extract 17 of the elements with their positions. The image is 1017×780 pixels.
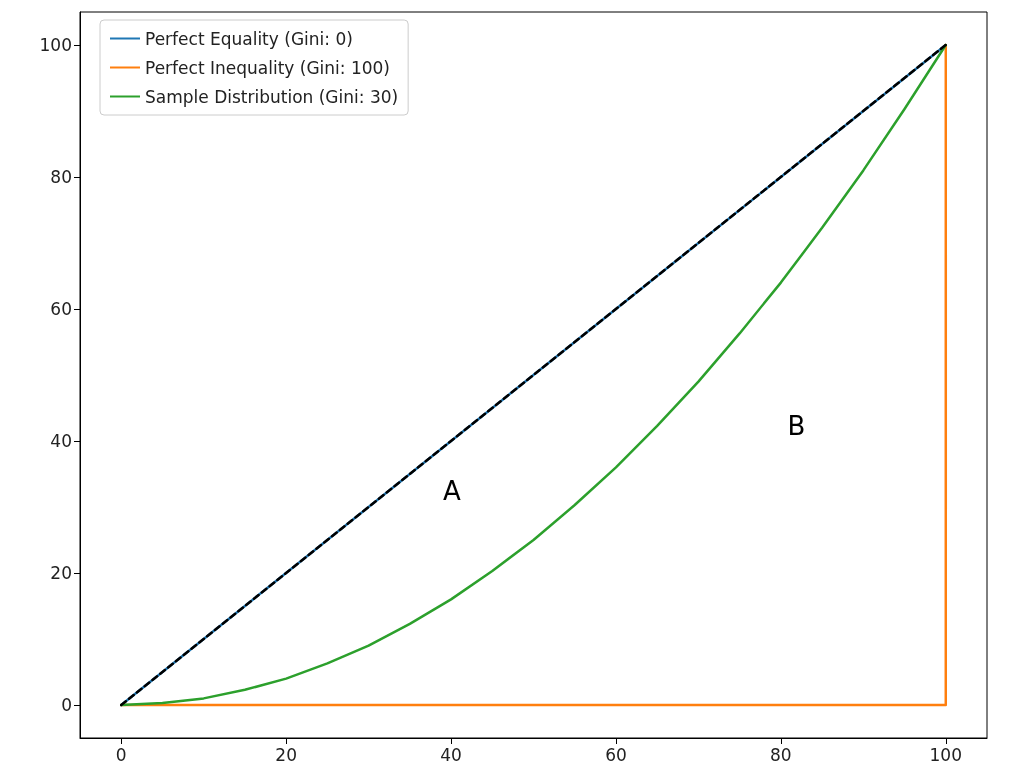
x-tick-label: 100 bbox=[929, 744, 962, 765]
x-tick-label: 20 bbox=[275, 744, 297, 765]
y-tick-label: 0 bbox=[61, 695, 72, 715]
annotation: A bbox=[442, 476, 461, 507]
legend-label: Sample Distribution (Gini: 30) bbox=[145, 86, 399, 107]
x-tick-label: 60 bbox=[605, 744, 627, 765]
legend-label: Perfect Inequality (Gini: 100) bbox=[145, 57, 390, 78]
y-tick-label: 40 bbox=[50, 431, 72, 451]
legend-label: Perfect Equality (Gini: 0) bbox=[145, 28, 353, 49]
y-tick-label: 20 bbox=[50, 563, 72, 583]
x-tick-label: 0 bbox=[115, 744, 127, 765]
y-tick-label: 60 bbox=[50, 299, 72, 319]
x-tick-label: 80 bbox=[770, 744, 792, 765]
y-tick-label: 80 bbox=[50, 167, 72, 187]
annotation: B bbox=[787, 410, 806, 441]
x-tick-label: 40 bbox=[440, 744, 462, 765]
y-tick-label: 100 bbox=[39, 35, 72, 55]
